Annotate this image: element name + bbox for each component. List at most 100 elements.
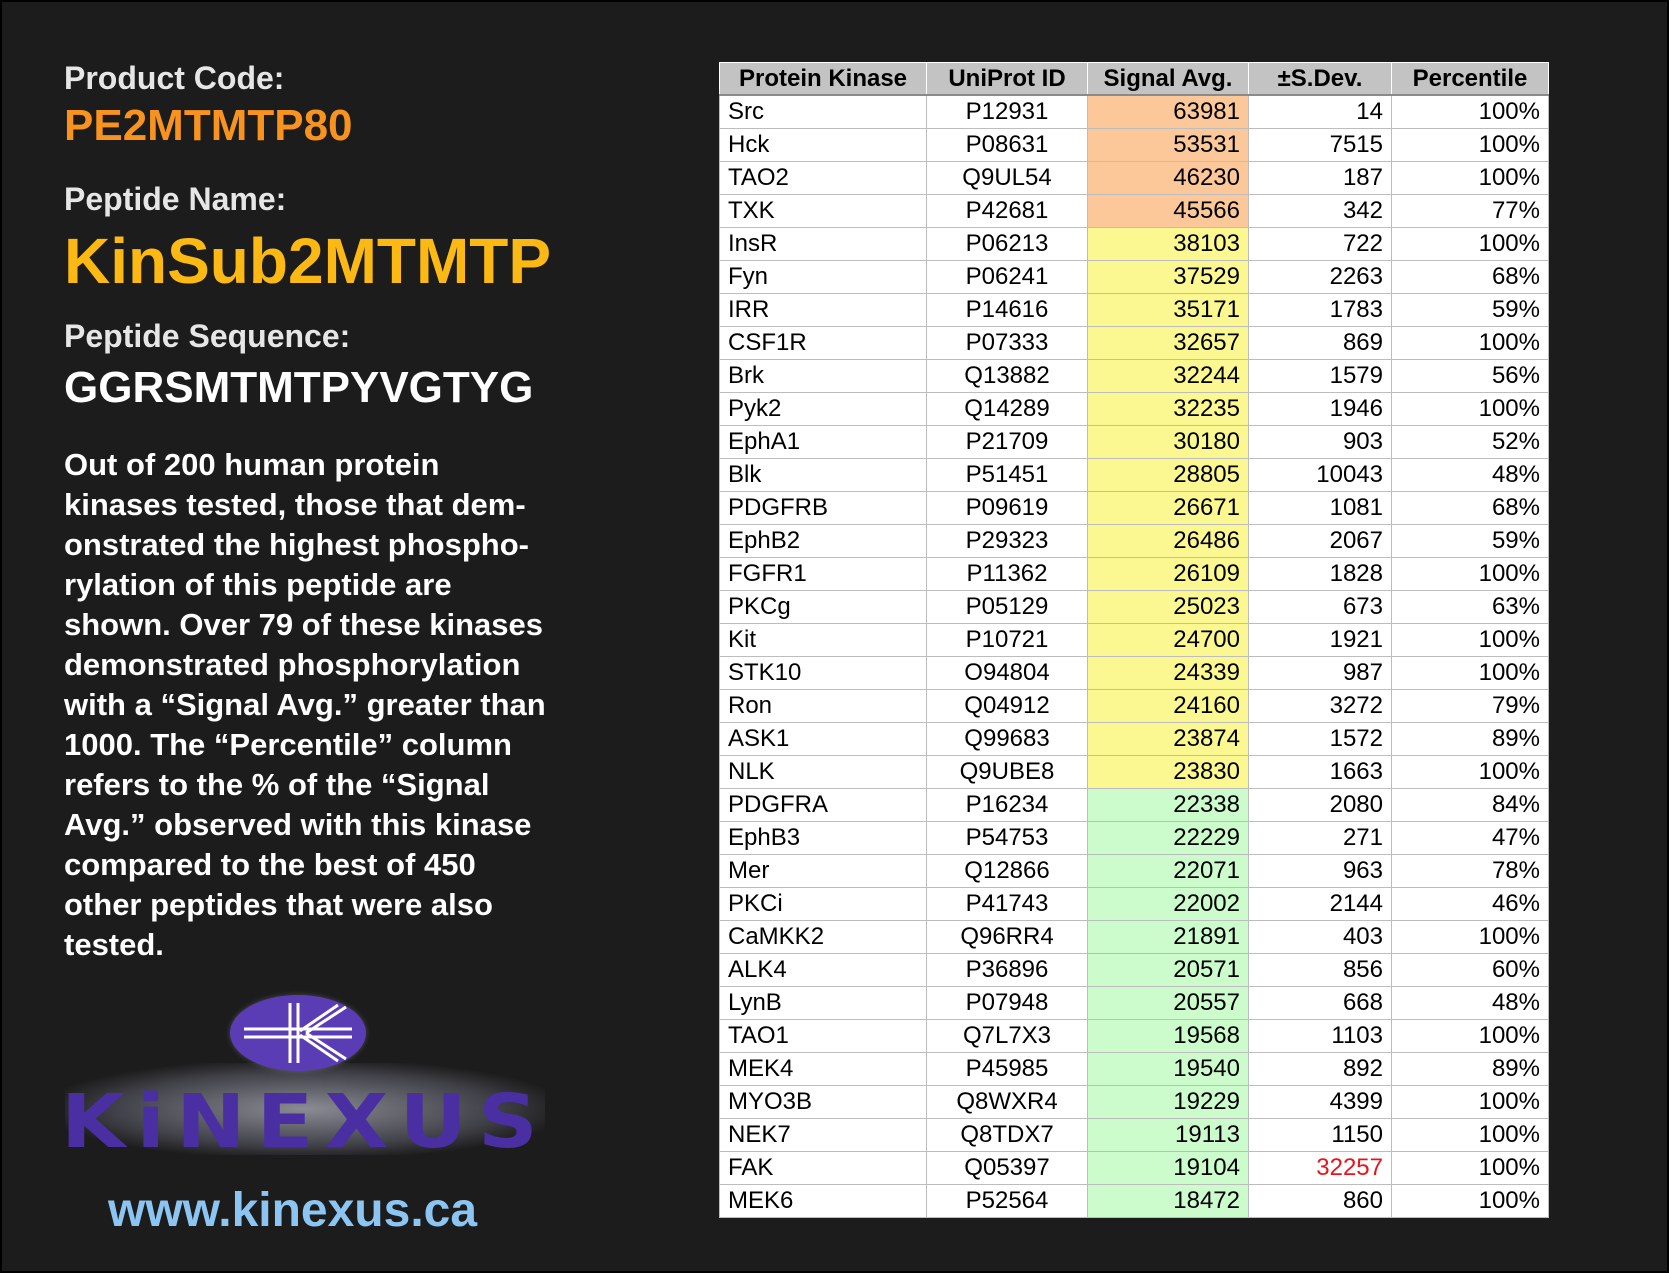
product-code-label: Product Code: bbox=[64, 60, 285, 96]
cell-kinase: ALK4 bbox=[719, 953, 927, 987]
product-code: PE2MTMTP80 bbox=[64, 101, 353, 150]
cell-signal-avg: 26671 bbox=[1087, 491, 1249, 525]
cell-uniprot-id: P14616 bbox=[926, 293, 1088, 327]
table-row: CSF1R P07333 32657 869 100% bbox=[719, 326, 1549, 360]
description-text: Out of 200 human protein kinases tested,… bbox=[64, 447, 546, 962]
cell-kinase: EphA1 bbox=[719, 425, 927, 459]
cell-kinase: NLK bbox=[719, 755, 927, 789]
cell-signal-avg: 32244 bbox=[1087, 359, 1249, 393]
cell-percentile: 100% bbox=[1391, 623, 1549, 657]
cell-signal-avg: 19104 bbox=[1087, 1151, 1249, 1185]
cell-uniprot-id: Q99683 bbox=[926, 722, 1088, 756]
cell-signal-avg: 22002 bbox=[1087, 887, 1249, 921]
kinexus-wordmark: KiNEXUS bbox=[61, 1079, 549, 1165]
cell-percentile: 100% bbox=[1391, 656, 1549, 690]
table-header-row: Protein Kinase UniProt ID Signal Avg. ±S… bbox=[719, 62, 1549, 96]
cell-sdev: 1081 bbox=[1248, 491, 1392, 525]
cell-percentile: 100% bbox=[1391, 94, 1549, 129]
cell-kinase: IRR bbox=[719, 293, 927, 327]
cell-sdev: 1103 bbox=[1248, 1019, 1392, 1053]
cell-uniprot-id: P52564 bbox=[926, 1184, 1088, 1218]
cell-kinase: NEK7 bbox=[719, 1118, 927, 1152]
cell-signal-avg: 32235 bbox=[1087, 392, 1249, 426]
table-row: TAO2 Q9UL54 46230 187 100% bbox=[719, 161, 1549, 195]
cell-kinase: TXK bbox=[719, 194, 927, 228]
cell-sdev: 673 bbox=[1248, 590, 1392, 624]
cell-percentile: 77% bbox=[1391, 194, 1549, 228]
table-row: Brk Q13882 32244 1579 56% bbox=[719, 359, 1549, 393]
kinexus-k-emblem-icon bbox=[230, 995, 366, 1071]
cell-kinase: Ron bbox=[719, 689, 927, 723]
cell-signal-avg: 22071 bbox=[1087, 854, 1249, 888]
cell-signal-avg: 38103 bbox=[1087, 227, 1249, 261]
cell-sdev: 963 bbox=[1248, 854, 1392, 888]
cell-signal-avg: 20571 bbox=[1087, 953, 1249, 987]
cell-uniprot-id: P11362 bbox=[926, 557, 1088, 591]
cell-uniprot-id: Q9UL54 bbox=[926, 161, 1088, 195]
cell-signal-avg: 24700 bbox=[1087, 623, 1249, 657]
cell-kinase: ASK1 bbox=[719, 722, 927, 756]
cell-kinase: Src bbox=[719, 94, 927, 129]
website-link[interactable]: www.kinexus.ca bbox=[108, 1184, 478, 1237]
cell-signal-avg: 23874 bbox=[1087, 722, 1249, 756]
cell-uniprot-id: Q9UBE8 bbox=[926, 755, 1088, 789]
cell-kinase: PDGFRA bbox=[719, 788, 927, 822]
cell-percentile: 100% bbox=[1391, 1151, 1549, 1185]
cell-kinase: Brk bbox=[719, 359, 927, 393]
logo-glow bbox=[65, 1063, 545, 1155]
cell-uniprot-id: P08631 bbox=[926, 128, 1088, 162]
table-row: TAO1 Q7L7X3 19568 1103 100% bbox=[719, 1019, 1549, 1053]
cell-kinase: STK10 bbox=[719, 656, 927, 690]
cell-kinase: EphB3 bbox=[719, 821, 927, 855]
cell-sdev: 668 bbox=[1248, 986, 1392, 1020]
cell-percentile: 100% bbox=[1391, 161, 1549, 195]
table-row: PKCi P41743 22002 2144 46% bbox=[719, 887, 1549, 921]
cell-uniprot-id: Q8WXR4 bbox=[926, 1085, 1088, 1119]
cell-uniprot-id: P51451 bbox=[926, 458, 1088, 492]
table-row: EphB2 P29323 26486 2067 59% bbox=[719, 524, 1549, 558]
table-row: ALK4 P36896 20571 856 60% bbox=[719, 953, 1549, 987]
cell-sdev: 1828 bbox=[1248, 557, 1392, 591]
cell-signal-avg: 32657 bbox=[1087, 326, 1249, 360]
table-row: PDGFRB P09619 26671 1081 68% bbox=[719, 491, 1549, 525]
cell-percentile: 100% bbox=[1391, 128, 1549, 162]
cell-kinase: MEK4 bbox=[719, 1052, 927, 1086]
table-row: Hck P08631 53531 7515 100% bbox=[719, 128, 1549, 162]
cell-signal-avg: 22338 bbox=[1087, 788, 1249, 822]
table-row: Blk P51451 28805 10043 48% bbox=[719, 458, 1549, 492]
cell-kinase: Mer bbox=[719, 854, 927, 888]
cell-percentile: 52% bbox=[1391, 425, 1549, 459]
header-protein-kinase: Protein Kinase bbox=[719, 62, 927, 96]
cell-sdev: 722 bbox=[1248, 227, 1392, 261]
cell-uniprot-id: P10721 bbox=[926, 623, 1088, 657]
table-row: MYO3B Q8WXR4 19229 4399 100% bbox=[719, 1085, 1549, 1119]
cell-kinase: Blk bbox=[719, 458, 927, 492]
cell-uniprot-id: P16234 bbox=[926, 788, 1088, 822]
cell-sdev: 903 bbox=[1248, 425, 1392, 459]
cell-signal-avg: 26109 bbox=[1087, 557, 1249, 591]
cell-kinase: Fyn bbox=[719, 260, 927, 294]
cell-uniprot-id: Q13882 bbox=[926, 359, 1088, 393]
cell-sdev: 342 bbox=[1248, 194, 1392, 228]
table-row: Src P12931 63981 14 100% bbox=[719, 94, 1549, 129]
cell-uniprot-id: P05129 bbox=[926, 590, 1088, 624]
cell-percentile: 56% bbox=[1391, 359, 1549, 393]
cell-sdev: 2080 bbox=[1248, 788, 1392, 822]
cell-kinase: LynB bbox=[719, 986, 927, 1020]
cell-uniprot-id: Q14289 bbox=[926, 392, 1088, 426]
table-row: MEK6 P52564 18472 860 100% bbox=[719, 1184, 1549, 1218]
table-row: MEK4 P45985 19540 892 89% bbox=[719, 1052, 1549, 1086]
cell-signal-avg: 35171 bbox=[1087, 293, 1249, 327]
table-row: NLK Q9UBE8 23830 1663 100% bbox=[719, 755, 1549, 789]
cell-kinase: TAO1 bbox=[719, 1019, 927, 1053]
cell-signal-avg: 63981 bbox=[1087, 94, 1249, 129]
table-row: STK10 O94804 24339 987 100% bbox=[719, 656, 1549, 690]
table-row: InsR P06213 38103 722 100% bbox=[719, 227, 1549, 261]
cell-uniprot-id: P45985 bbox=[926, 1052, 1088, 1086]
cell-kinase: MYO3B bbox=[719, 1085, 927, 1119]
cell-uniprot-id: P29323 bbox=[926, 524, 1088, 558]
cell-kinase: FGFR1 bbox=[719, 557, 927, 591]
cell-uniprot-id: P54753 bbox=[926, 821, 1088, 855]
cell-signal-avg: 19229 bbox=[1087, 1085, 1249, 1119]
cell-sdev: 1921 bbox=[1248, 623, 1392, 657]
